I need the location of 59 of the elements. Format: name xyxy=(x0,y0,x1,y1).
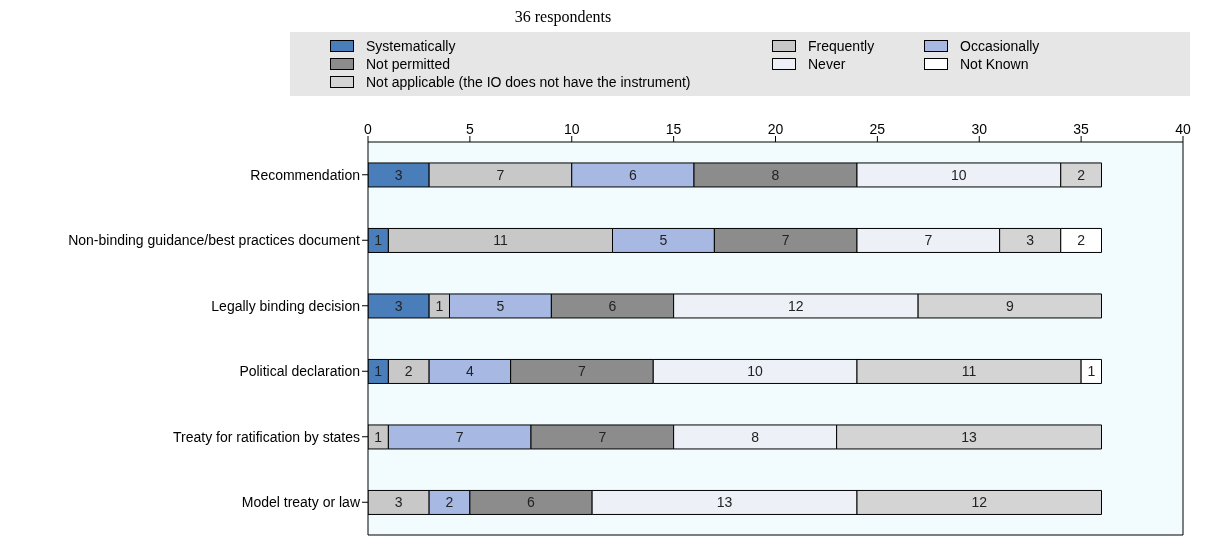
data-label: 8 xyxy=(751,428,760,445)
data-label: 3 xyxy=(394,494,403,511)
x-tick-label: 30 xyxy=(971,121,988,137)
data-label: 2 xyxy=(1077,232,1086,249)
y-tick-label: Recommendation xyxy=(250,166,360,183)
data-label: 1 xyxy=(374,363,383,380)
legend-label: Systematically xyxy=(366,38,456,54)
data-label: 1 xyxy=(435,297,444,314)
data-label: 7 xyxy=(924,232,933,249)
x-tick-label: 35 xyxy=(1073,121,1090,137)
data-label: 2 xyxy=(1077,166,1086,183)
data-label: 8 xyxy=(771,166,780,183)
data-label: 1 xyxy=(374,428,383,445)
legend-label: Frequently xyxy=(808,38,875,54)
legend-label: Occasionally xyxy=(960,38,1040,54)
data-label: 10 xyxy=(747,363,764,380)
data-label: 7 xyxy=(598,428,607,445)
data-label: 7 xyxy=(578,363,587,380)
data-label: 13 xyxy=(961,428,978,445)
data-label: 13 xyxy=(716,494,733,511)
data-label: 3 xyxy=(394,297,403,314)
legend-label: Not permitted xyxy=(366,56,451,72)
data-label: 10 xyxy=(951,166,967,183)
y-tick-label: Legally binding decision xyxy=(211,297,360,314)
legend-label: Not applicable (the IO does not have the instrument) xyxy=(366,74,691,90)
data-label: 5 xyxy=(659,232,668,249)
data-label: 11 xyxy=(961,363,977,380)
x-tick-label: 10 xyxy=(563,121,580,137)
legend-label: Never xyxy=(808,56,846,72)
x-tick-label: 20 xyxy=(767,121,784,137)
chart-title: 36 respondents xyxy=(513,8,613,28)
x-tick-label: 15 xyxy=(665,121,682,137)
data-label: 6 xyxy=(608,297,617,314)
data-label: 7 xyxy=(781,232,790,249)
data-label: 12 xyxy=(971,494,988,511)
y-tick-label: Political declaration xyxy=(239,363,360,380)
x-tick-label: 40 xyxy=(1175,121,1191,137)
data-label: 4 xyxy=(465,363,474,380)
x-tick-label: 25 xyxy=(869,121,886,137)
data-label: 12 xyxy=(788,297,804,314)
data-label: 6 xyxy=(527,494,536,511)
legend-label: Not Known xyxy=(960,56,1029,72)
data-label: 2 xyxy=(404,363,413,380)
data-label: 2 xyxy=(445,494,454,511)
x-tick-label: 0 xyxy=(364,121,373,137)
data-label: 1 xyxy=(1087,363,1096,380)
data-label: 6 xyxy=(628,166,637,183)
data-label: 5 xyxy=(496,297,505,314)
data-label: 7 xyxy=(455,428,464,445)
data-label: 3 xyxy=(1026,232,1035,249)
x-tick-label: 5 xyxy=(465,121,474,137)
y-tick-label: Model treaty or law xyxy=(241,494,361,511)
y-tick-label: Non-binding guidance/best practices document xyxy=(68,232,361,249)
y-tick-label: Treaty for ratification by states xyxy=(173,428,360,445)
data-label: 7 xyxy=(496,166,505,183)
data-label: 1 xyxy=(374,232,383,249)
data-label: 3 xyxy=(394,166,403,183)
data-label: 11 xyxy=(493,232,508,249)
data-label: 9 xyxy=(1005,297,1014,314)
